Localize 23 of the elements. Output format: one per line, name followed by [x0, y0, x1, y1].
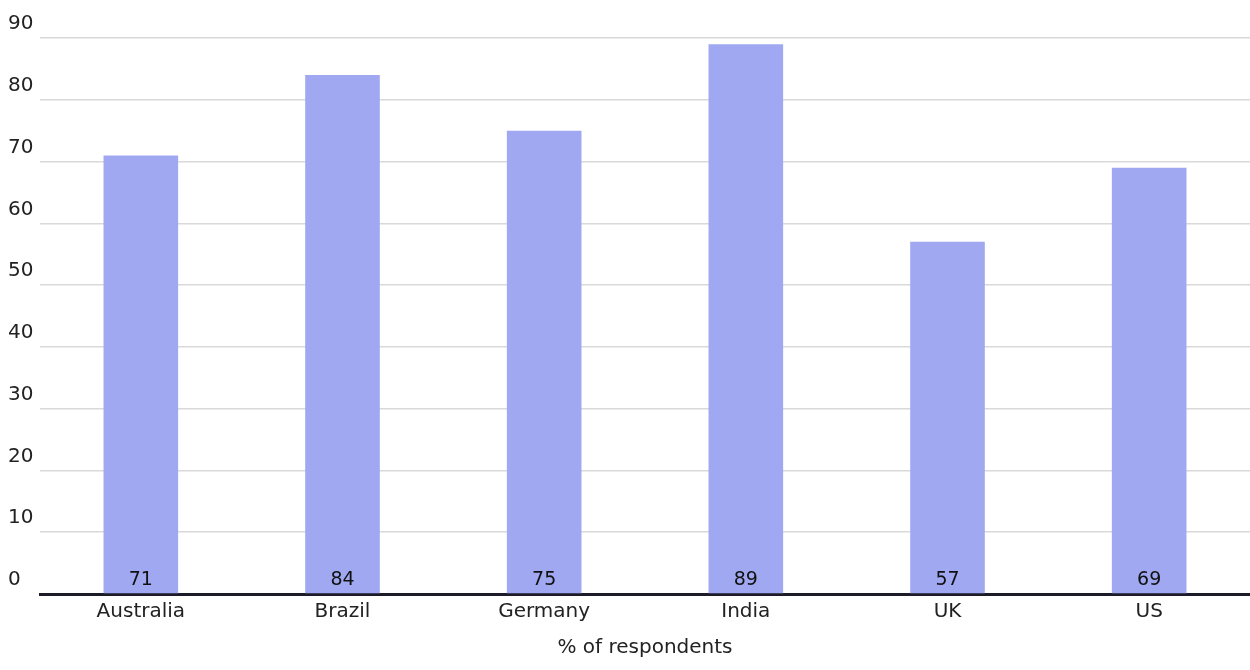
y-tick-label: 90 [8, 10, 34, 35]
y-tick-label: 30 [8, 380, 34, 405]
data-label: 89 [733, 567, 758, 590]
x-tick-label: Germany [498, 598, 591, 623]
x-axis-title: % of respondents [557, 634, 733, 659]
x-tick-label: Australia [96, 598, 186, 623]
y-tick-label: 40 [8, 319, 34, 344]
y-tick-label: 50 [8, 257, 34, 282]
y-tick-label: 10 [8, 504, 34, 529]
y-tick-label: 60 [8, 195, 34, 220]
x-tick-label: India [721, 598, 771, 623]
x-tick-label: UK [933, 598, 963, 623]
y-tick-label: 20 [8, 442, 34, 467]
x-tick-label: Brazil [314, 598, 371, 623]
data-label: 57 [935, 567, 960, 590]
data-label: 84 [330, 567, 355, 590]
x-tick-label: US [1135, 598, 1163, 623]
y-tick-label: 0 [8, 566, 21, 591]
y-tick-label: 70 [8, 133, 34, 158]
y-tick-label: 80 [8, 71, 34, 96]
data-label: 75 [532, 567, 557, 590]
data-label: 71 [128, 567, 153, 590]
data-label: 69 [1137, 567, 1162, 590]
